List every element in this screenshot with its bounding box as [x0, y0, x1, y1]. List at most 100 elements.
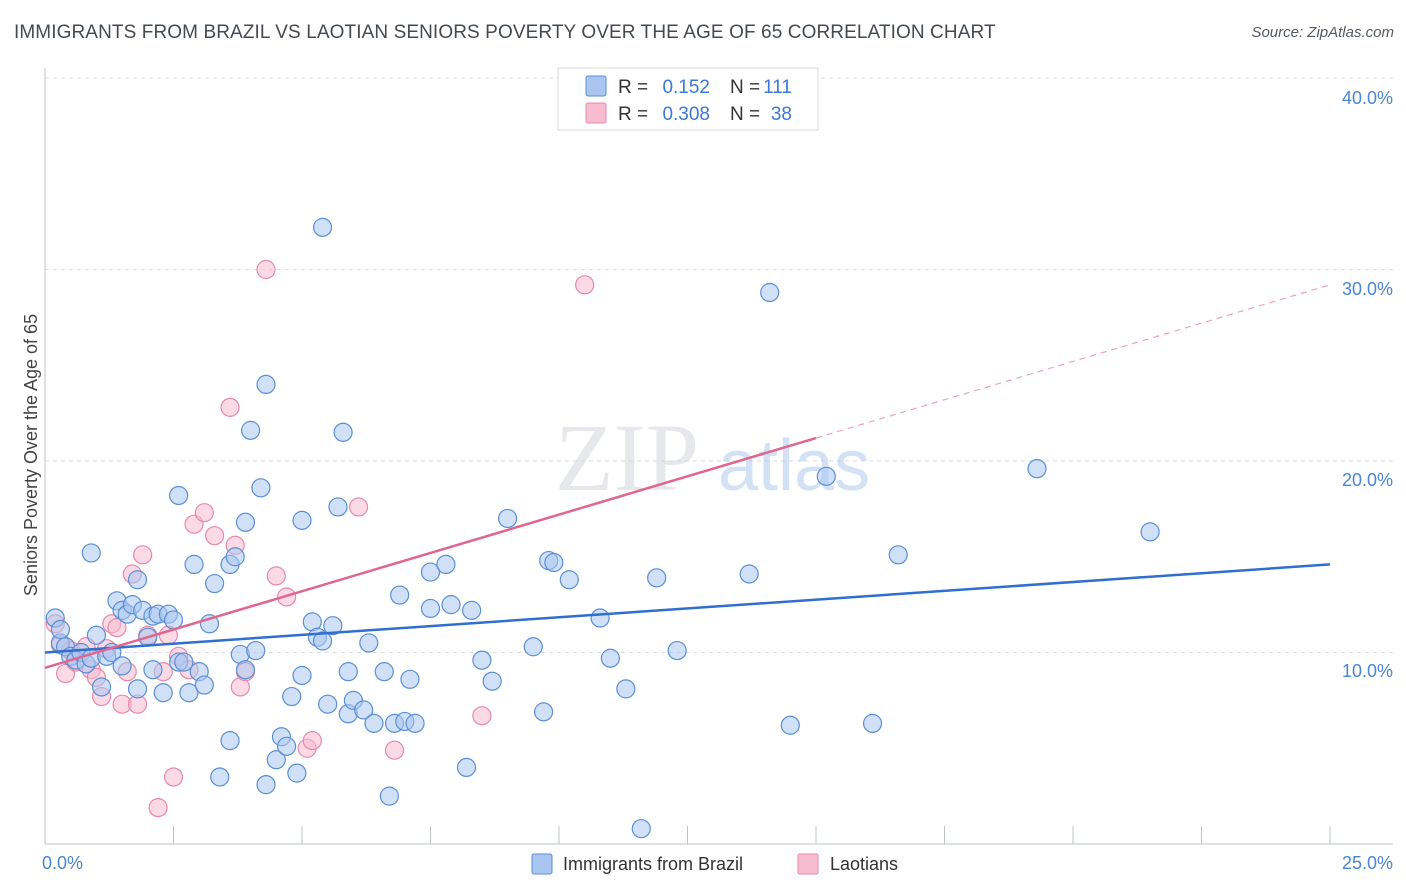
brazil-point	[390, 585, 410, 605]
brazil-point	[184, 554, 204, 575]
brazil-point	[1027, 459, 1047, 479]
brazil-point	[472, 650, 492, 670]
laotians-point	[194, 503, 214, 523]
brazil-point	[292, 510, 312, 530]
brazil-point	[354, 700, 374, 720]
brazil-point	[544, 552, 564, 573]
grid-lines	[45, 77, 1393, 653]
laotians-point	[575, 275, 595, 295]
stats-box: R = 0.152 N = 111 R = 0.308 N = 38	[557, 67, 819, 131]
y-tick-10: 10.0%	[1342, 661, 1393, 681]
stats-laos-r: 0.308	[662, 104, 710, 125]
brazil-point	[256, 775, 276, 795]
laotians-point	[348, 497, 369, 517]
laotians-point	[107, 618, 127, 638]
brazil-point	[287, 763, 307, 783]
y-tick-30: 30.0%	[1342, 279, 1393, 299]
laotians-point	[205, 526, 225, 546]
brazil-point	[246, 640, 266, 661]
brazil-point	[292, 665, 312, 686]
brazil-point	[266, 750, 286, 770]
brazil-point	[359, 633, 379, 653]
legend-label-brazil: Immigrants from Brazil	[563, 854, 743, 874]
stats-laos-n: 38	[771, 104, 792, 125]
brazil-point	[374, 662, 394, 682]
brazil-trend-line	[44, 563, 1331, 654]
brazil-point	[533, 702, 554, 722]
brazil-point	[163, 610, 184, 630]
brazil-point	[220, 730, 240, 751]
y-tick-40: 40.0%	[1342, 88, 1393, 108]
brazil-point	[816, 466, 836, 486]
brazil-point	[862, 713, 883, 733]
legend-swatch-laos	[797, 853, 819, 875]
brazil-point	[616, 679, 636, 699]
laotians-point	[256, 259, 276, 280]
brazil-point	[143, 660, 163, 680]
brazil-point	[600, 648, 621, 668]
brazil-point	[251, 478, 271, 498]
brazil-point	[86, 625, 107, 645]
legend-swatch-brazil	[531, 853, 553, 875]
y-axis-label: Seniors Poverty Over the Age of 65	[21, 314, 41, 596]
brazil-point	[235, 512, 256, 532]
trend-lines	[44, 284, 1331, 670]
brazil-point	[379, 786, 399, 806]
brazil-point	[420, 598, 441, 619]
brazil-point	[400, 669, 420, 689]
brazil-point	[112, 656, 132, 676]
brazil-point	[420, 562, 441, 582]
brazil-point	[282, 686, 302, 707]
stats-brazil-n: 111	[763, 77, 792, 98]
brazil-point	[482, 671, 502, 691]
laotians-trend-extension	[815, 284, 1331, 439]
brazil-point	[405, 713, 425, 733]
brazil-point	[312, 631, 333, 651]
brazil-point	[441, 595, 461, 615]
brazil-point	[364, 713, 384, 733]
brazil-point	[323, 616, 343, 636]
legend: Immigrants from Brazil Laotians	[531, 853, 898, 875]
laotians-point	[133, 545, 153, 565]
brazil-point	[127, 679, 148, 699]
stats-laos-r-label: R =	[618, 104, 648, 125]
brazil-point	[318, 694, 338, 714]
brazil-point	[127, 570, 148, 590]
brazil-point	[631, 819, 651, 839]
x-tick-max: 25.0%	[1342, 853, 1393, 873]
brazil-point	[153, 683, 173, 703]
brazil-point	[462, 600, 482, 620]
brazil-point	[498, 508, 518, 529]
axes	[44, 68, 1393, 845]
brazil-point	[91, 677, 112, 697]
laotians-trend-line	[44, 436, 817, 670]
brazil-point	[276, 736, 297, 756]
brazil-point	[559, 570, 579, 590]
brazil-point	[241, 420, 261, 440]
stats-swatch-brazil	[585, 75, 607, 97]
laotians-point	[220, 397, 240, 417]
brazil-point	[333, 422, 353, 442]
brazil-point	[174, 652, 194, 672]
x-tick-min: 0.0%	[42, 853, 83, 873]
source-credit: Source: ZipAtlas.com	[1251, 24, 1394, 41]
brazil-point	[456, 757, 477, 778]
tick-labels: 40.0% 30.0% 20.0% 10.0% 0.0% 25.0%	[42, 88, 1393, 873]
brazil-point	[50, 619, 71, 640]
brazil-point	[647, 568, 667, 588]
laotians-point	[266, 566, 286, 586]
brazil-point	[312, 217, 333, 237]
brazil-point	[338, 662, 358, 682]
laotians-point	[163, 767, 184, 787]
brazil-point	[667, 640, 687, 661]
laotians-point	[384, 740, 405, 760]
stats-swatch-laos	[585, 102, 607, 124]
brazil-points	[45, 217, 1160, 839]
stats-brazil-n-label: N =	[730, 77, 760, 98]
brazil-point	[760, 282, 780, 303]
brazil-point	[523, 637, 543, 657]
brazil-point	[888, 545, 908, 565]
watermark-atlas: atlas	[718, 426, 870, 506]
brazil-point	[225, 547, 245, 567]
